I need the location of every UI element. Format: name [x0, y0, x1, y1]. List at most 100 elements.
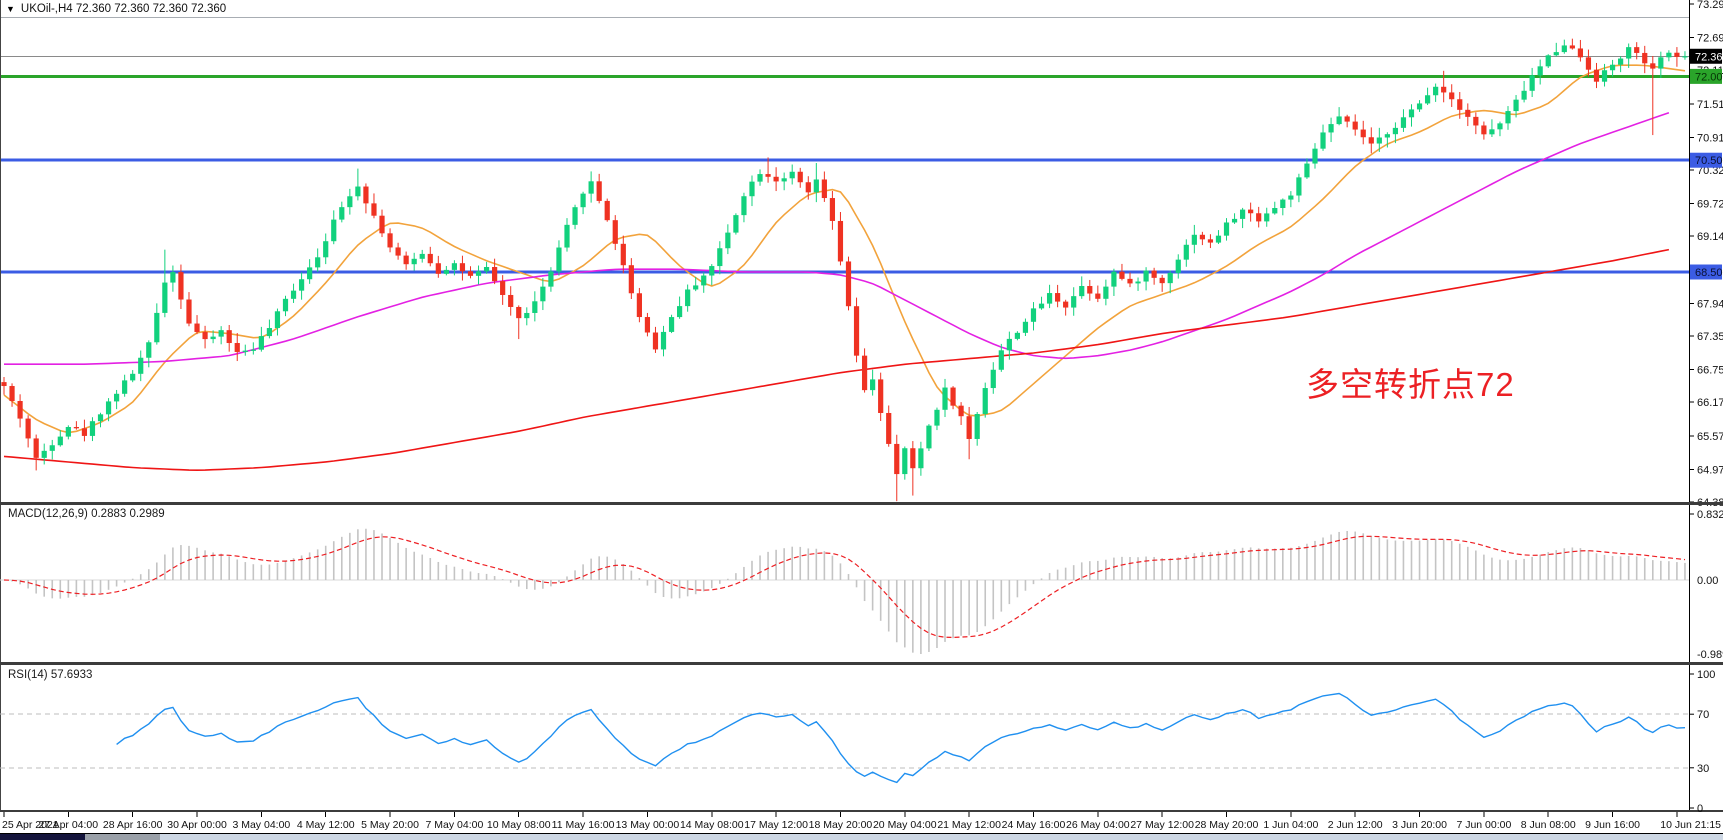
candle-body [717, 248, 723, 267]
candle-body [371, 203, 377, 216]
candle-body [347, 196, 353, 208]
candle-body [853, 306, 860, 356]
pane-divider[interactable] [0, 662, 1723, 665]
candle-body [122, 380, 128, 394]
candle-body [186, 299, 192, 324]
time-axis-label: 7 May 04:00 [426, 819, 484, 831]
candle-body [1095, 293, 1101, 299]
candle-body [1159, 277, 1165, 284]
candle-body [596, 181, 602, 201]
candle-body [1328, 124, 1334, 133]
annotation-text: 多空转折点72 [1306, 366, 1515, 403]
candle-body [363, 186, 369, 204]
time-axis-label: 28 Apr 16:00 [103, 819, 163, 831]
candle-body [1119, 271, 1125, 279]
price-tick-label: 66.170 [1697, 397, 1723, 409]
candle-body [419, 253, 425, 259]
candle-body [508, 294, 514, 307]
candle-body [1392, 127, 1399, 135]
pane-divider[interactable] [0, 502, 1723, 505]
price-level-label: 70.500 [1695, 155, 1723, 167]
time-axis-label: 11 May 16:00 [552, 819, 615, 831]
candle-body [677, 306, 683, 318]
rsi-line [116, 692, 1686, 784]
candle-body [1055, 293, 1061, 302]
candle-body [644, 317, 651, 333]
candle-body [902, 448, 908, 475]
candle-body [138, 357, 144, 374]
candle-body [1609, 64, 1616, 71]
candle-body [1360, 129, 1366, 138]
candle-body [588, 181, 594, 194]
candle-body [467, 271, 474, 276]
candle-body [435, 263, 441, 274]
candle-body [1513, 99, 1519, 112]
candle-body [1207, 239, 1214, 243]
candle-body [942, 387, 948, 410]
candle-body [1240, 209, 1246, 219]
time-axis-label: 4 May 12:00 [297, 819, 355, 831]
candle-body [411, 258, 417, 265]
candle-body [1143, 270, 1149, 282]
time-axis-label: 5 May 20:00 [361, 819, 419, 831]
rsi-axis-label: 100 [1697, 669, 1715, 681]
candle-body [65, 427, 71, 437]
candle-body [1046, 293, 1053, 304]
candle-body [1014, 332, 1020, 339]
time-axis-label: 10 Jun 21:15 [1660, 819, 1721, 831]
candle-body [580, 193, 586, 208]
candle-body [1416, 103, 1423, 110]
candle-body [918, 448, 924, 469]
candle-body [451, 263, 457, 270]
candle-body [290, 290, 297, 299]
bottom-panel-segment-gray [85, 834, 160, 840]
candle-body [1296, 177, 1302, 196]
candle-body [1312, 148, 1318, 164]
candle-body [81, 428, 88, 436]
candle-body [974, 413, 980, 439]
candle-body [9, 386, 15, 402]
candle-body [170, 272, 176, 283]
candle-body [218, 330, 224, 337]
candle-body [612, 220, 618, 244]
candle-body [797, 171, 803, 183]
candle-body [878, 379, 884, 413]
candle-body [387, 233, 393, 248]
candle-body [114, 393, 120, 402]
macd-axis-bottom: -0.9897 [1697, 649, 1723, 661]
pane-divider[interactable] [0, 810, 1723, 812]
candle-body [1642, 52, 1648, 64]
candle-body [1264, 213, 1270, 222]
candle-body [355, 186, 361, 197]
price-level-label-box[interactable] [1690, 152, 1722, 168]
candle-body [733, 215, 739, 233]
candle-body [266, 328, 273, 337]
candle-body [1658, 57, 1664, 69]
price-level-label-box[interactable] [1690, 68, 1722, 84]
candle-body [1030, 308, 1037, 322]
candle-body [693, 285, 699, 290]
rsi-label: RSI(14) 57.6933 [8, 669, 93, 681]
candle-body [813, 179, 819, 193]
candle-body [162, 282, 168, 313]
candle-body [1304, 163, 1310, 178]
ma-slow-red [3, 248, 1670, 472]
candle-body [1191, 234, 1197, 245]
price-tick-label: 72.695 [1697, 33, 1723, 45]
candle-body [620, 243, 626, 266]
candle-body [210, 336, 216, 340]
candle-body [870, 379, 876, 391]
price-level-label-box[interactable] [1690, 48, 1722, 64]
price-level-label-box[interactable] [1690, 264, 1722, 280]
candle-body [894, 443, 900, 475]
candle-body [1473, 116, 1479, 126]
symbol-dropdown-icon[interactable]: ▼ [6, 4, 15, 14]
candle-body [1199, 234, 1205, 240]
candle-body [274, 311, 281, 329]
candle-body [604, 200, 610, 221]
candle-body [41, 450, 47, 458]
time-axis-label: 17 May 12:00 [744, 819, 808, 831]
candle-body [57, 436, 63, 446]
candle-body [1481, 125, 1487, 135]
